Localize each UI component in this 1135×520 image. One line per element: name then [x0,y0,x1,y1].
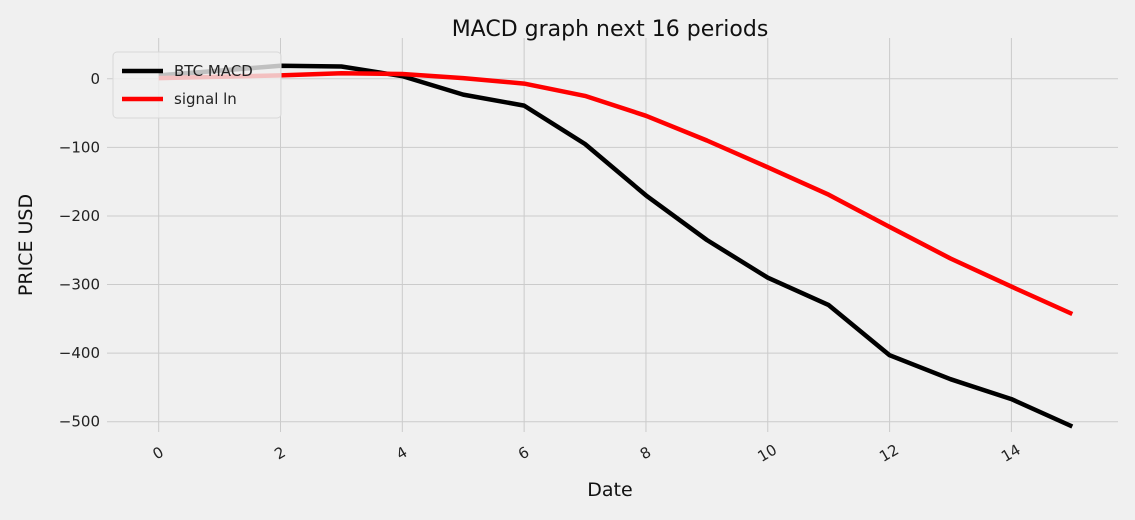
y-tick-label: −300 [59,276,100,294]
legend: BTC MACD signal ln [112,51,282,119]
x-axis-label: Date [587,479,632,501]
y-tick-labels: 0 −100 −200 −300 −400 −500 [59,70,100,431]
y-tick-label: 0 [90,70,100,88]
chart-title: MACD graph next 16 periods [452,17,769,42]
series-layer [158,63,1074,429]
y-tick-label: −200 [59,207,100,225]
y-tick-label: −100 [59,138,100,156]
series-line-btc-macd [158,63,1074,429]
y-axis-label: PRICE USD [15,194,37,296]
legend-label-signal-ln: signal ln [174,90,237,108]
y-tick-label: −500 [59,413,100,431]
legend-label-btc-macd: BTC MACD [174,62,253,80]
y-tick-label: −400 [59,344,100,362]
series-line-signal-ln [158,71,1074,317]
legend-box [112,51,282,119]
